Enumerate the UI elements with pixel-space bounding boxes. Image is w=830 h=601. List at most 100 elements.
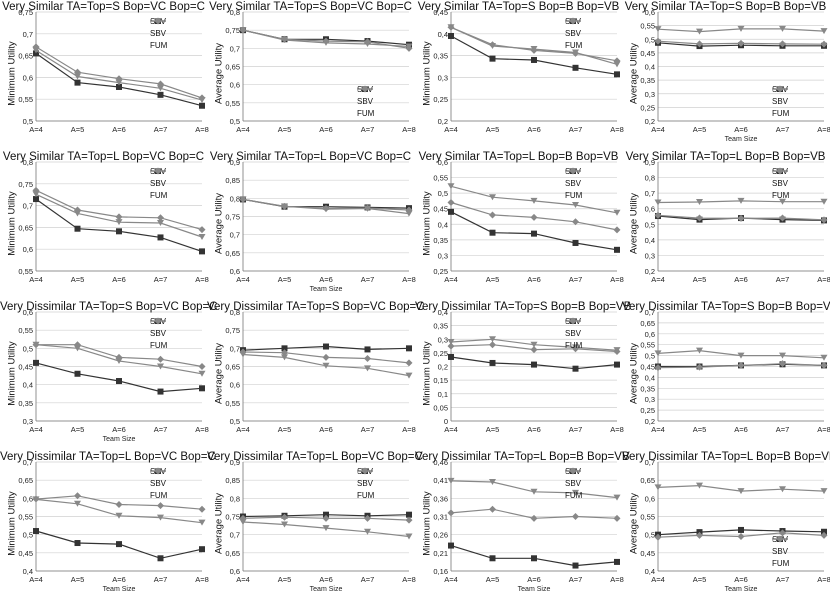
legend-swatch [150, 168, 166, 174]
legend-label: FUM [150, 491, 168, 500]
x-axis-label: Team Size [724, 586, 758, 593]
data-point-ssv [199, 546, 205, 553]
data-point-sbv [572, 218, 579, 226]
y-tick-label: 0,6 [645, 494, 655, 503]
y-tick-label: 0,6 [23, 245, 33, 254]
y-tick-label: 0,3 [645, 90, 655, 99]
x-tick-label: A=5 [693, 575, 707, 584]
chart-svg: 0,16 0,21 0,26 0,31 0,36 0,41 0,46 A=4 A=5 A=6 A=7… [433, 458, 623, 584]
x-tick-label: A=5 [71, 275, 85, 284]
y-tick-label: 0,2 [438, 363, 448, 372]
data-point-ssv [33, 50, 39, 57]
data-point-sbv [157, 355, 164, 363]
y-tick-label: 0,2 [645, 117, 655, 126]
data-point-sbv [779, 360, 786, 368]
chart-svg: 0,2 0,25 0,3 0,35 0,40,45 0,5 0,55 0,6 0,65 0,7 A=… [640, 308, 830, 434]
y-tick-label: 0,3 [23, 417, 33, 426]
legend-item: FUM [150, 18, 167, 52]
y-tick-label: 0,65 [18, 476, 33, 485]
data-point-fum [198, 233, 206, 240]
data-point-ssv [116, 378, 122, 385]
data-point-fum [696, 482, 703, 489]
y-tick-label: 0,35 [433, 322, 448, 331]
y-tick-label: 0,2 [438, 117, 448, 126]
data-point-sbv [779, 40, 786, 48]
legend-swatch [565, 168, 581, 174]
x-axis-label: Team Size [517, 586, 551, 593]
data-point-sbv [654, 533, 662, 541]
y-tick-label: 0,5 [23, 344, 33, 353]
x-tick-label: A=6 [734, 425, 748, 434]
chart-panel: 0,2 0,25 0,3 0,35 0,4 0,45 0,5 0,55 0,6 0,65 0,7 A=… [622, 300, 830, 450]
chart-title: Very Dissimilar TA=Top=L Bop=VC Bop=C [207, 451, 423, 463]
y-tick-label: 0,55 [640, 513, 655, 522]
y-tick-label: 0,8 [230, 494, 240, 503]
data-point-fum [779, 25, 786, 32]
legend-item: FUM [150, 168, 167, 202]
data-point-fum [654, 199, 662, 206]
data-point-fum [737, 352, 745, 359]
legend-swatch [772, 86, 788, 92]
data-point-sbv [115, 501, 123, 509]
legend-item: SBV [772, 535, 789, 558]
x-tick-label: A=4 [444, 275, 458, 284]
data-point-ssv [489, 555, 496, 562]
data-point-fum [74, 210, 81, 217]
data-point-ssv [199, 102, 205, 109]
data-point-ssv [448, 32, 454, 39]
data-point-sbv [405, 359, 413, 367]
data-point-fum [696, 347, 703, 354]
chart-title: Very Similar TA=Top=S Bop=B Bop=VB [417, 1, 620, 13]
data-point-fum [364, 40, 371, 47]
data-point-fum [157, 514, 164, 521]
x-tick-label: A=5 [278, 425, 292, 434]
legend-label: FUM [772, 191, 790, 200]
chart-legend: SSVSBVFUM [150, 166, 167, 202]
data-point-ssv [406, 511, 412, 518]
data-point-sbv [613, 226, 621, 234]
y-tick-label: 0,6 [438, 158, 448, 167]
y-tick-label: 0,21 [433, 549, 448, 558]
chart-title: Very Dissimilar TA=Top=S Bop=B Bop=VB [415, 301, 632, 313]
data-point-ssv [614, 246, 620, 253]
data-point-fum [613, 347, 621, 354]
chart-svg: 0,55 0,6 0,65 0,7 0,75 0,8 A=4 A=5 A=6 A=7 A=8 [18, 158, 208, 284]
y-tick-label: 0,85 [225, 176, 240, 185]
y-tick-label: 0,8 [230, 194, 240, 203]
data-point-sbv [405, 516, 413, 524]
data-point-ssv [531, 230, 537, 237]
legend-item: FUM [565, 18, 582, 52]
data-point-sbv [820, 531, 828, 539]
y-tick-label: 0,4 [645, 567, 655, 576]
y-tick-label: 0,75 [18, 180, 33, 189]
data-point-ssv [74, 370, 81, 377]
x-axis-label: Team Size [102, 586, 136, 593]
series-line-ssv [450, 35, 618, 75]
y-tick-label: 0,25 [640, 406, 655, 415]
chart-panel: 0,16 0,21 0,26 0,31 0,36 0,41 0,46 A=4 A=5 A=6 A=7… [415, 450, 630, 600]
x-tick-label: A=8 [610, 425, 624, 434]
y-tick-label: 0,8 [23, 158, 33, 167]
y-tick-label: 0,5 [645, 35, 655, 44]
data-point-ssv [531, 361, 537, 368]
data-point-sbv [74, 492, 81, 500]
x-tick-label: A=7 [361, 275, 375, 284]
y-axis-label: Average Utility [628, 192, 640, 255]
legend-swatch [772, 536, 788, 542]
data-point-fum [322, 39, 330, 46]
legend-item: FUM [772, 536, 789, 570]
data-point-ssv [531, 56, 537, 63]
x-axis-label: Team Size [309, 286, 343, 293]
data-point-sbv [364, 514, 371, 522]
data-point-sbv [530, 346, 538, 354]
legend-label: FUM [150, 341, 168, 350]
y-tick-label: 0,65 [18, 223, 33, 232]
chart-svg: 0 0,05 0,1 0,15 0,2 0,25 0,3 0,35 0,4 A=4 A=5 A=6 A=… [433, 308, 624, 434]
data-point-fum [572, 201, 579, 208]
data-point-fum [654, 484, 662, 491]
legend-item: FUM [150, 318, 168, 352]
y-axis-label: Minimum Utility [421, 41, 433, 106]
y-tick-label: 0,45 [433, 205, 448, 214]
y-tick-label: 0,31 [433, 513, 448, 522]
y-tick-label: 0,2 [645, 267, 655, 276]
